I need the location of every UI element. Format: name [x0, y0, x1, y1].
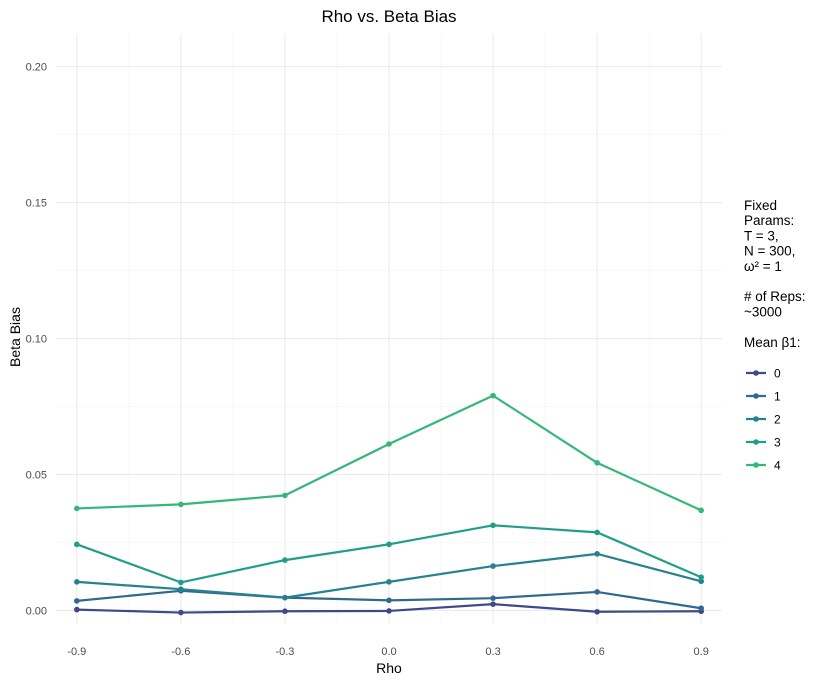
data-point: [698, 578, 704, 585]
legend-title-line: ~3000: [744, 304, 782, 319]
data-point: [490, 522, 496, 529]
x-tick-label: 0.0: [381, 646, 396, 658]
data-point: [178, 586, 184, 592]
legend-title-line: # of Reps:: [744, 289, 806, 304]
legend-item: 4: [746, 459, 781, 473]
data-point: [594, 459, 600, 466]
x-axis-title: Rho: [376, 660, 402, 676]
legend-key-point: [753, 393, 759, 399]
legend-item-label: 3: [774, 436, 781, 450]
y-tick-label: 0.10: [26, 334, 47, 346]
y-tick-label: 0.00: [26, 605, 47, 617]
legend-key-point: [753, 439, 759, 445]
data-point: [74, 598, 80, 604]
data-point: [698, 574, 704, 581]
data-point: [490, 595, 496, 601]
data-point: [594, 529, 600, 536]
data-point: [594, 551, 600, 557]
series-layer: [74, 392, 704, 616]
y-tick-label: 0.05: [26, 469, 47, 481]
chart-title: Rho vs. Beta Bias: [321, 7, 456, 26]
data-point: [74, 505, 80, 512]
data-point: [282, 594, 288, 601]
data-point: [386, 597, 392, 604]
legend-item: 1: [746, 390, 781, 404]
series-3: [74, 522, 704, 586]
data-point: [178, 579, 184, 586]
legend-title-line: Fixed: [744, 198, 777, 213]
grid-layer: [56, 34, 722, 624]
legend-key-point: [753, 370, 759, 376]
data-point: [386, 579, 392, 585]
data-point: [178, 609, 184, 616]
data-point: [178, 501, 184, 508]
data-point: [74, 579, 80, 585]
data-point: [594, 608, 600, 615]
legend-item-label: 2: [774, 413, 781, 427]
y-axis-title: Beta Bias: [7, 307, 23, 367]
data-point: [282, 492, 288, 499]
data-point: [490, 601, 496, 607]
data-point: [490, 563, 496, 569]
data-point: [386, 608, 392, 614]
x-tick-label: -0.3: [275, 646, 294, 658]
data-point: [282, 557, 288, 563]
data-point: [698, 605, 704, 612]
y-tick-label: 0.15: [26, 198, 47, 210]
data-point: [74, 606, 80, 613]
y-tick-label: 0.20: [26, 62, 47, 74]
data-point: [74, 541, 80, 548]
legend-title-line: Mean β1:: [744, 335, 801, 350]
legend-item-label: 0: [774, 367, 781, 381]
legend-title-line: Params:: [744, 213, 794, 228]
x-tick-label: -0.9: [67, 646, 86, 658]
legend-item: 0: [746, 367, 781, 381]
legend-title-line: T = 3,: [744, 228, 779, 243]
data-point: [698, 507, 704, 514]
legend-item: 3: [746, 436, 781, 450]
x-tick-label: 0.9: [694, 646, 709, 658]
axis-layer: -0.9 -0.6 -0.3 0.0 0.3 0.6 0.9 0.00 0.05 0.10 0.15…: [26, 62, 709, 658]
legend-key-point: [753, 462, 759, 468]
legend-item: 2: [746, 413, 781, 427]
legend-item-label: 4: [774, 459, 781, 473]
x-tick-label: 0.6: [589, 646, 604, 658]
series-4: [74, 392, 704, 514]
legend-title-line: N = 300,: [744, 244, 795, 259]
legend-title-line: ω² = 1: [744, 259, 782, 274]
legend-item-label: 1: [774, 390, 781, 404]
data-point: [594, 589, 600, 595]
series-0: [74, 601, 704, 616]
legend-key-point: [753, 416, 759, 422]
data-point: [490, 392, 496, 399]
x-tick-label: -0.6: [171, 646, 190, 658]
data-point: [386, 541, 392, 548]
data-point: [386, 441, 392, 447]
x-tick-label: 0.3: [485, 646, 500, 658]
data-point: [282, 608, 288, 615]
series-2: [74, 551, 704, 601]
